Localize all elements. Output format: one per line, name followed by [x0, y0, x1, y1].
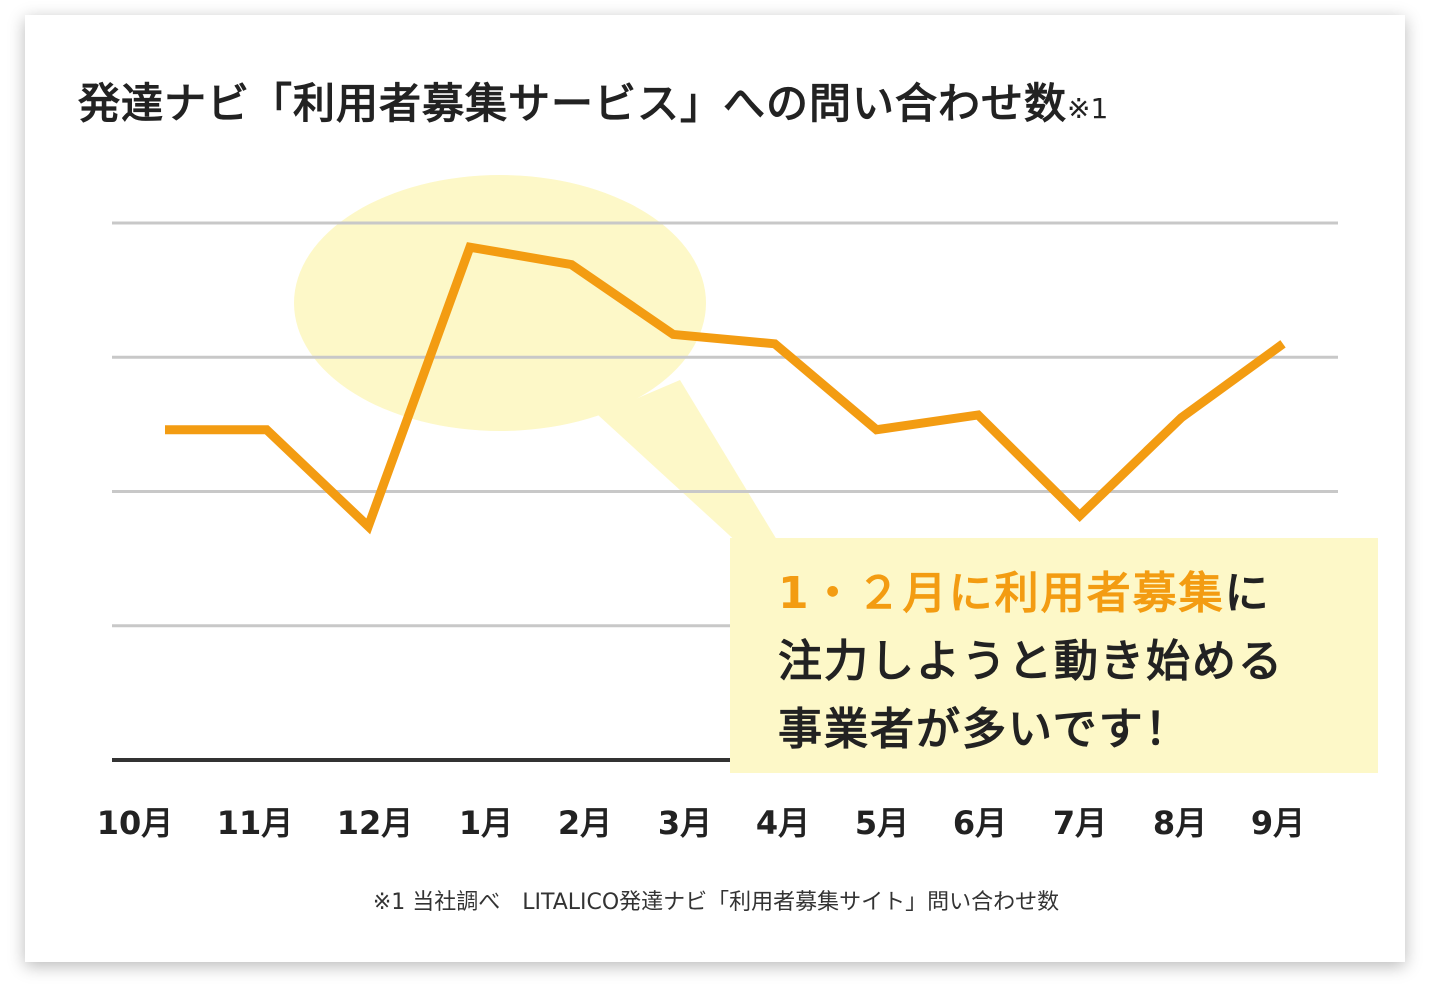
x-tick-label: 8月 — [1152, 804, 1208, 842]
callout-tail — [598, 380, 780, 545]
callout-line3: 事業者が多いです！ — [778, 704, 1191, 755]
x-tick-label: 1月 — [458, 804, 514, 842]
highlight-ellipse — [294, 175, 706, 431]
x-tick-label: 11月 — [216, 804, 294, 842]
x-tick-label: 5月 — [854, 804, 910, 842]
x-tick-label: 3月 — [657, 804, 713, 842]
x-tick-label: 4月 — [755, 804, 811, 842]
callout-line1: に — [1224, 568, 1271, 619]
footnote: ※1 当社調べ LITALICO発達ナビ「利用者募集サイト」問い合わせ数 — [372, 890, 1060, 915]
x-tick-label: 7月 — [1052, 804, 1108, 842]
x-tick-label: 6月 — [952, 804, 1008, 842]
series-line — [165, 242, 1286, 535]
title-text: 発達ナビ「利用者募集サービス」への問い合わせ数 — [78, 79, 1068, 128]
x-tick-label: 12月 — [336, 804, 414, 842]
x-tick-label: 10月 — [96, 804, 174, 842]
callout-line2: 注力しようと動き始める — [778, 636, 1284, 687]
x-tick-label: 9月 — [1250, 804, 1306, 842]
title-note: ※1 — [1067, 92, 1109, 125]
callout-box: 1・２月に利用者募集に 注力しようと動き始める 事業者が多いです！ — [730, 538, 1378, 773]
chart-title: 発達ナビ「利用者募集サービス」への問い合わせ数※1 — [78, 70, 1108, 131]
x-tick-label: 2月 — [557, 804, 613, 842]
callout-highlight: 1・２月に利用者募集 — [778, 568, 1225, 619]
